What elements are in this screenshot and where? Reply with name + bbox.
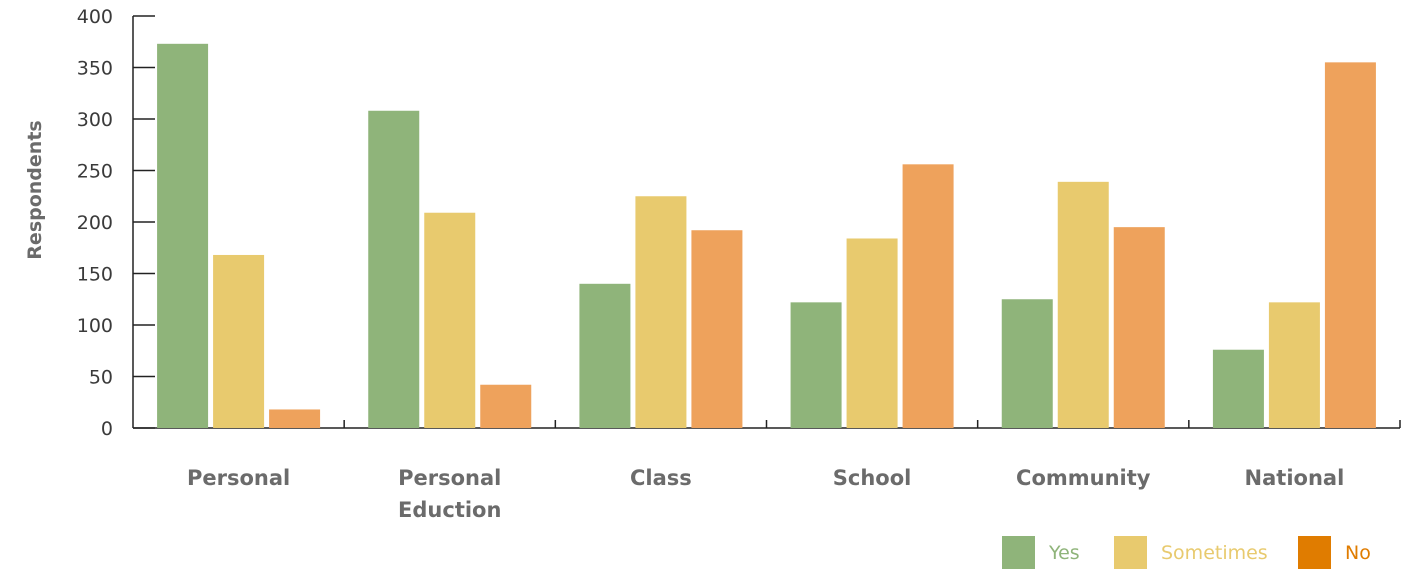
legend-swatch-sometimes (1114, 536, 1147, 569)
legend: Yes Sometimes No (1002, 536, 1371, 569)
bar-yes-1 (368, 110, 420, 428)
y-axis-title: Respondents (24, 120, 46, 259)
bars (157, 43, 1376, 429)
x-tick-label: Community (1016, 466, 1151, 490)
labels: Personal Personal Eduction Class School Commu… (187, 466, 1344, 522)
bar-sometimes-3 (846, 238, 898, 428)
bar-yes-5 (1212, 349, 1264, 428)
bar-yes-3 (790, 302, 842, 428)
x-tick-label: Personal Eduction (398, 466, 501, 522)
y-tick-label: 200 (77, 212, 113, 234)
x-tick-label: National (1245, 466, 1345, 490)
x-tick-label: School (833, 466, 912, 490)
bar-yes-0 (157, 43, 209, 429)
axes: 0 50 100 150 200 250 300 350 400 Respondents (24, 6, 1401, 440)
legend-swatch-no (1298, 536, 1331, 569)
y-tick-label: 350 (77, 58, 113, 80)
bar-no-5 (1324, 62, 1376, 428)
bar-sometimes-2 (635, 196, 687, 428)
bar-no-3 (902, 164, 954, 428)
bar-sometimes-5 (1268, 302, 1320, 428)
bar-no-2 (691, 230, 743, 428)
bar-no-4 (1113, 227, 1165, 428)
legend-swatch-yes (1002, 536, 1035, 569)
legend-label-no: No (1345, 542, 1371, 564)
x-tick-label: Class (630, 466, 692, 490)
y-tick-label: 300 (77, 109, 113, 131)
bar-no-0 (269, 409, 321, 428)
x-tick-label: Personal (187, 466, 290, 490)
bar-sometimes-1 (424, 212, 476, 428)
y-tick-label: 400 (77, 6, 113, 28)
y-tick-label: 50 (89, 367, 113, 389)
y-tick-label: 150 (77, 264, 113, 286)
bar-sometimes-4 (1057, 181, 1109, 428)
bar-sometimes-0 (213, 254, 265, 428)
y-tick-label: 100 (77, 315, 113, 337)
legend-label-yes: Yes (1048, 542, 1080, 564)
bar-yes-4 (1001, 299, 1053, 428)
bar-yes-2 (579, 283, 631, 428)
bar-no-1 (480, 384, 532, 428)
legend-label-sometimes: Sometimes (1161, 542, 1268, 564)
y-tick-label: 0 (101, 418, 113, 440)
y-tick-label: 250 (77, 161, 113, 183)
